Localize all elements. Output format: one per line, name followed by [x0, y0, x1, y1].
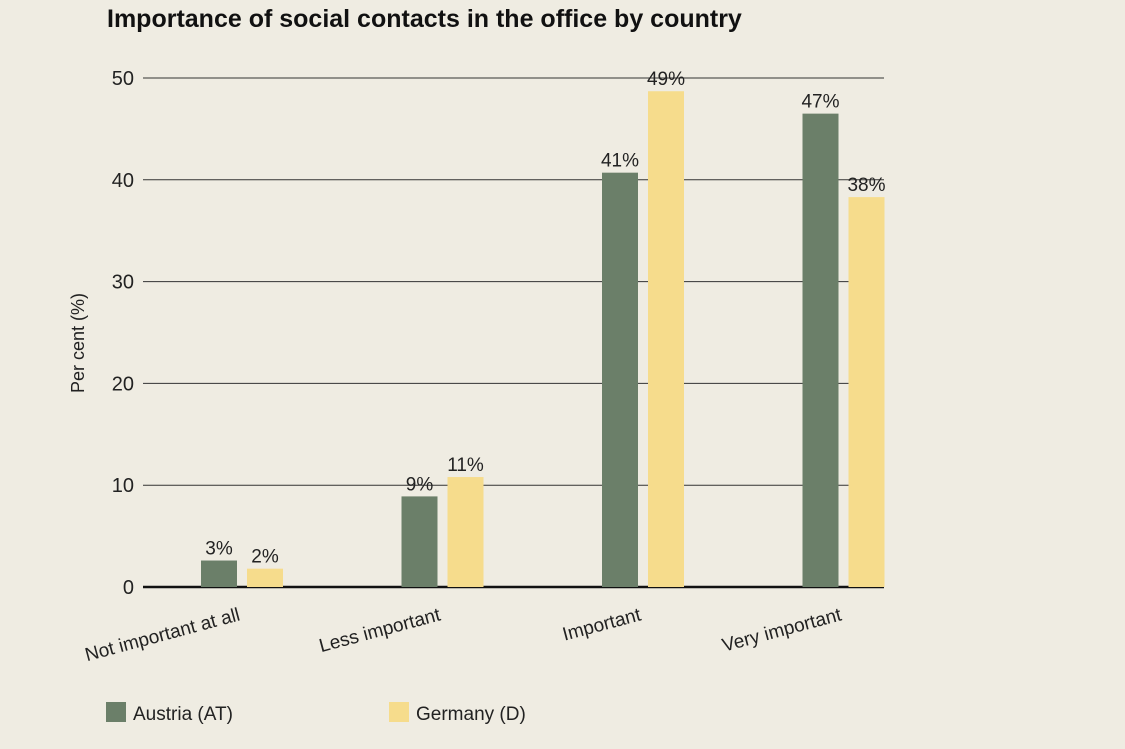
bar-germany — [848, 197, 885, 587]
bar-austria — [401, 496, 438, 587]
y-tick-label: 40 — [112, 170, 134, 192]
x-tick-label: Less important — [317, 604, 443, 657]
data-label: 2% — [251, 547, 279, 568]
y-tick-label: 0 — [123, 577, 134, 599]
data-label: 47% — [801, 92, 839, 113]
data-label: 11% — [447, 455, 484, 476]
legend-label: Germany (D) — [416, 704, 526, 725]
legend-swatch — [106, 702, 126, 722]
x-tick-label: Important — [560, 604, 644, 645]
bar-austria — [802, 113, 839, 587]
x-tick-label: Not important at all — [83, 605, 242, 667]
bar-germany — [447, 477, 484, 587]
bar-austria — [602, 172, 638, 587]
bar-germany — [247, 568, 283, 587]
data-label: 49% — [647, 69, 685, 90]
legend-label: Austria (AT) — [133, 704, 233, 725]
y-axis-label: Per cent (%) — [68, 293, 88, 393]
data-label: 3% — [205, 539, 233, 560]
y-tick-label: 20 — [112, 373, 134, 395]
data-label: 41% — [601, 151, 639, 172]
legend-swatch — [389, 702, 409, 722]
data-label: 38% — [847, 175, 885, 196]
y-tick-label: 30 — [112, 272, 134, 294]
data-label: 9% — [406, 474, 434, 495]
x-tick-label: Very important — [720, 604, 844, 656]
y-tick-label: 50 — [112, 68, 134, 90]
bar-germany — [648, 91, 684, 587]
y-tick-label: 10 — [112, 475, 134, 497]
bar-austria — [201, 560, 237, 587]
chart-title: Importance of social contacts in the off… — [107, 5, 742, 33]
